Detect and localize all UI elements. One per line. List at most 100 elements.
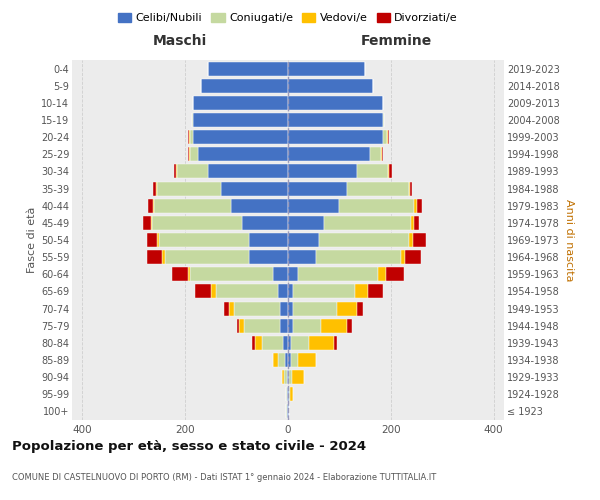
Bar (262, 336, 283, 350)
Bar (254, 336, 262, 350)
Bar (401, 250, 405, 264)
Bar (405, 250, 421, 264)
Bar (293, 302, 337, 316)
Bar (288, 130, 383, 144)
Bar (154, 198, 232, 212)
Bar (358, 164, 388, 178)
Bar (189, 130, 190, 144)
Bar (242, 216, 288, 230)
Bar (413, 233, 426, 247)
Bar (288, 268, 298, 281)
Bar (157, 182, 221, 196)
Bar (298, 268, 378, 281)
Bar (200, 78, 288, 92)
Bar (239, 318, 244, 332)
Bar (189, 148, 190, 162)
Bar (288, 250, 316, 264)
Bar (287, 404, 288, 418)
Bar (409, 182, 410, 196)
Bar (151, 216, 152, 230)
Bar (334, 336, 337, 350)
Bar (383, 113, 384, 127)
Bar (282, 370, 284, 384)
Bar (386, 268, 404, 281)
Bar (289, 370, 292, 384)
Bar (153, 182, 156, 196)
Y-axis label: Fasce di età: Fasce di età (26, 207, 37, 273)
Bar (288, 336, 290, 350)
Bar (288, 113, 383, 127)
Text: Femmine: Femmine (361, 34, 431, 48)
Bar (288, 216, 324, 230)
Bar (153, 198, 154, 212)
Bar (162, 250, 164, 264)
Bar (250, 233, 288, 247)
Bar (337, 302, 358, 316)
Bar (244, 318, 280, 332)
Bar (358, 302, 362, 316)
Bar (221, 182, 288, 196)
Bar (388, 164, 389, 178)
Bar (290, 336, 308, 350)
Bar (190, 268, 272, 281)
Bar (388, 130, 389, 144)
Bar (347, 182, 409, 196)
Legend: Celibi/Nubili, Coniugati/e, Vedovi/e, Divorziati/e: Celibi/Nubili, Coniugati/e, Vedovi/e, Di… (113, 8, 463, 28)
Bar (387, 130, 388, 144)
Bar (410, 182, 412, 196)
Bar (224, 302, 229, 316)
Bar (278, 284, 288, 298)
Bar (308, 336, 334, 350)
Bar (288, 302, 293, 316)
Bar (288, 164, 358, 178)
Bar (382, 148, 383, 162)
Bar (324, 216, 412, 230)
Bar (211, 284, 216, 298)
Bar (278, 353, 286, 367)
Bar (409, 233, 413, 247)
Bar (389, 164, 392, 178)
Bar (152, 216, 242, 230)
Bar (292, 370, 304, 384)
Bar (293, 318, 322, 332)
Bar (160, 233, 250, 247)
Bar (193, 130, 288, 144)
Bar (188, 148, 189, 162)
Bar (283, 336, 288, 350)
Bar (319, 233, 409, 247)
Bar (143, 216, 151, 230)
Bar (288, 318, 293, 332)
Bar (284, 370, 287, 384)
Bar (250, 250, 288, 264)
Bar (196, 284, 211, 298)
Bar (290, 388, 293, 402)
Bar (316, 250, 401, 264)
Bar (280, 302, 288, 316)
Bar (156, 182, 157, 196)
Bar (416, 198, 422, 212)
Text: Maschi: Maschi (153, 34, 207, 48)
Bar (198, 148, 288, 162)
Bar (188, 268, 190, 281)
Bar (288, 62, 365, 76)
Bar (288, 182, 347, 196)
Bar (289, 388, 290, 402)
Bar (322, 318, 347, 332)
Bar (287, 370, 288, 384)
Bar (172, 268, 188, 281)
Bar (340, 198, 414, 212)
Bar (288, 96, 383, 110)
Bar (272, 268, 288, 281)
Bar (288, 198, 340, 212)
Bar (286, 353, 288, 367)
Bar (288, 353, 290, 367)
Bar (370, 148, 380, 162)
Bar (190, 148, 198, 162)
Bar (355, 284, 368, 298)
Bar (290, 353, 298, 367)
Bar (193, 113, 288, 127)
Bar (272, 353, 278, 367)
Bar (347, 318, 352, 332)
Bar (148, 198, 153, 212)
Bar (236, 318, 239, 332)
